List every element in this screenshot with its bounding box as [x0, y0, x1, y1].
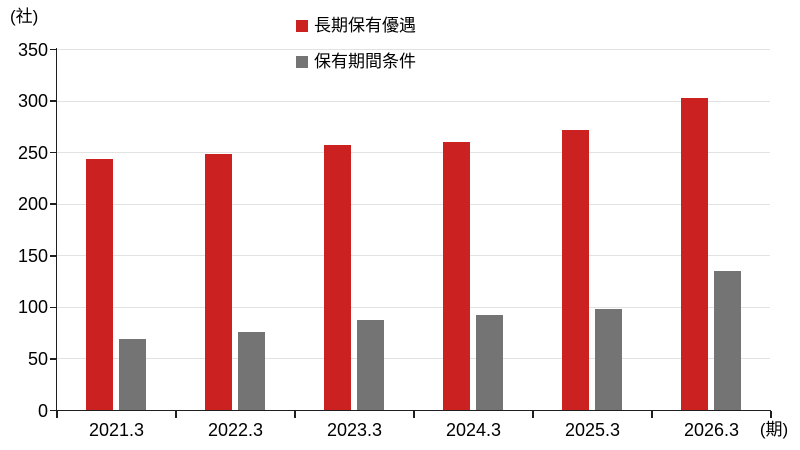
legend-label-holding-period-condition: 保有期間条件 [314, 52, 416, 71]
gridline-250 [57, 152, 770, 154]
y-tick-200 [50, 203, 57, 205]
y-axis-tick-label-350: 350 [17, 39, 48, 60]
x-axis-tick-label-2022.3: 2022.3 [207, 420, 264, 440]
x-tick-0 [56, 410, 58, 418]
legend-swatch-red-square-icon [296, 20, 308, 32]
legend-item-holding-period-condition: 保有期間条件 [296, 50, 416, 74]
gridline-300 [57, 100, 770, 102]
bar-red-2023.3 [324, 145, 351, 411]
y-axis-tick-label-0: 0 [37, 400, 48, 421]
y-axis-tick-label-50: 50 [27, 348, 48, 369]
y-axis-tick-label-250: 250 [17, 142, 48, 163]
x-tick-1 [175, 410, 177, 418]
bar-red-2021.3 [86, 158, 113, 411]
legend-label-long-term-holding: 長期保有優遇 [314, 16, 416, 35]
x-tick-4 [532, 410, 534, 418]
y-tick-250 [50, 151, 57, 154]
gridline-50 [57, 358, 770, 360]
bar-gray-2024.3 [476, 314, 503, 411]
x-axis-tick-label-2026.3: 2026.3 [683, 420, 740, 440]
x-axis-tick-label-2024.3: 2024.3 [445, 420, 502, 440]
bar-red-2022.3 [205, 153, 232, 411]
x-tick-5 [651, 410, 653, 418]
gridline-150 [57, 255, 770, 257]
y-axis-tick-label-200: 200 [17, 194, 48, 215]
y-axis-tick-label-300: 300 [17, 91, 48, 112]
legend-swatch-gray-square-icon [296, 56, 308, 68]
bar-gray-2021.3 [119, 339, 146, 411]
gridline-100 [57, 306, 770, 308]
bar-red-2024.3 [443, 142, 470, 411]
y-axis-unit-label: (社) [10, 7, 39, 26]
y-tick-350 [50, 48, 57, 51]
x-axis-tick-label-2021.3: 2021.3 [88, 420, 145, 440]
y-tick-150 [50, 255, 57, 257]
bar-red-2026.3 [681, 97, 708, 411]
y-tick-0 [50, 409, 57, 412]
y-axis-tick-label-150: 150 [17, 245, 48, 266]
y-axis-line [55, 47, 57, 411]
gridline-200 [57, 203, 770, 205]
y-axis-tick-label-100: 100 [17, 297, 48, 318]
legend-item-long-term-holding: 長期保有優遇 [296, 14, 416, 38]
x-axis-tick-label-2025.3: 2025.3 [564, 420, 621, 440]
bar-gray-2022.3 [238, 332, 265, 411]
x-tick-3 [413, 410, 415, 418]
bar-red-2025.3 [562, 129, 589, 411]
x-tick-6 [770, 410, 772, 418]
legend: 長期保有優遇 保有期間条件 [296, 14, 416, 86]
bar-gray-2025.3 [595, 309, 622, 411]
bar-gray-2026.3 [714, 271, 741, 411]
x-axis-tick-label-2023.3: 2023.3 [326, 420, 383, 440]
x-axis-unit-label: (期) [759, 420, 789, 439]
bar-gray-2023.3 [357, 319, 384, 411]
gridline-350 [57, 49, 770, 50]
y-tick-100 [50, 306, 57, 309]
x-tick-2 [294, 410, 296, 418]
y-tick-300 [50, 100, 57, 102]
y-tick-50 [50, 358, 57, 360]
